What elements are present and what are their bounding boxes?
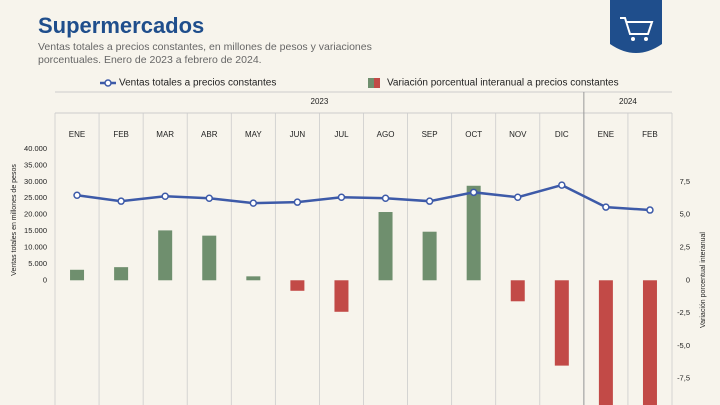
line-marker xyxy=(337,193,346,201)
line-marker xyxy=(73,191,81,200)
bar xyxy=(290,280,305,291)
line-marker xyxy=(293,198,302,206)
bar xyxy=(554,280,569,366)
bar xyxy=(158,230,173,281)
y-tick-label: 35.000 xyxy=(24,160,47,169)
legend-swatch xyxy=(104,79,112,87)
y2-tick-label: -5,0 xyxy=(677,341,690,350)
y-tick-label: 15.000 xyxy=(24,226,47,235)
line-marker xyxy=(117,197,125,205)
y2-tick-label: 7,5 xyxy=(680,177,690,186)
line-marker xyxy=(161,192,169,201)
bar xyxy=(642,280,657,405)
x-tick-label: ABR xyxy=(201,130,218,139)
y2-tick-label: -7,5 xyxy=(677,374,690,383)
x-tick-label: SEP xyxy=(422,130,438,139)
line-marker xyxy=(602,203,610,211)
x-tick-label: JUN xyxy=(290,130,306,139)
x-tick-label: AGO xyxy=(377,130,395,139)
line-marker xyxy=(558,181,566,189)
legend-label: Ventas totales a precios constantes xyxy=(119,78,276,89)
x-tick-label: FEB xyxy=(113,130,129,139)
y2-axis-title: Variación porcentual interanual xyxy=(700,232,707,328)
x-tick-label: MAR xyxy=(156,130,174,139)
chart-title: Supermercados xyxy=(38,13,204,38)
y-tick-label: 0 xyxy=(43,275,47,284)
bar xyxy=(246,276,261,281)
x-tick-label: FEB xyxy=(642,130,658,139)
y-tick-label: 25.000 xyxy=(24,193,47,202)
line-marker xyxy=(205,194,213,202)
y-tick-label: 5.000 xyxy=(28,259,47,268)
subtitle: Ventas totales a precios constantes, en … xyxy=(38,41,372,53)
y2-tick-label: -2,5 xyxy=(677,308,690,317)
group-label: 2024 xyxy=(619,97,637,106)
line-marker xyxy=(514,193,522,201)
line-marker xyxy=(646,206,654,214)
y-tick-label: 40.000 xyxy=(24,144,47,153)
line-marker xyxy=(249,199,258,207)
bar xyxy=(114,267,129,281)
bar xyxy=(334,280,349,312)
x-tick-label: OCT xyxy=(465,130,482,139)
x-tick-label: DIC xyxy=(555,130,569,139)
legend-swatch xyxy=(368,78,374,88)
logo xyxy=(610,0,662,53)
bar xyxy=(70,269,85,281)
y2-tick-label: 2,5 xyxy=(680,242,690,251)
line-marker xyxy=(381,194,390,202)
bar xyxy=(466,185,481,281)
line-marker xyxy=(469,188,478,197)
x-tick-label: ENE xyxy=(598,130,614,139)
y-axis-title: Ventas totales en millones de pesos xyxy=(11,164,18,276)
bar xyxy=(422,231,437,281)
y-tick-label: 20.000 xyxy=(24,210,47,219)
group-label: 2023 xyxy=(311,97,329,106)
bar xyxy=(378,212,393,281)
y-tick-label: 30.000 xyxy=(24,177,47,186)
x-tick-label: NOV xyxy=(509,130,527,139)
line-marker xyxy=(425,197,434,205)
legend-swatch xyxy=(374,78,380,88)
y2-tick-label: 0 xyxy=(686,275,690,284)
bar xyxy=(598,280,613,405)
y2-tick-label: 5,0 xyxy=(680,210,690,219)
x-tick-label: MAY xyxy=(245,130,262,139)
legend-label: Variación porcentual interanual a precio… xyxy=(387,78,619,89)
line xyxy=(76,183,651,212)
subtitle: porcentuales. Enero de 2023 a febrero de… xyxy=(38,54,262,66)
x-tick-label: JUL xyxy=(334,130,349,139)
bar xyxy=(510,280,525,302)
bar xyxy=(202,235,217,281)
y-tick-label: 10.000 xyxy=(24,242,47,251)
x-tick-label: ENE xyxy=(69,130,85,139)
